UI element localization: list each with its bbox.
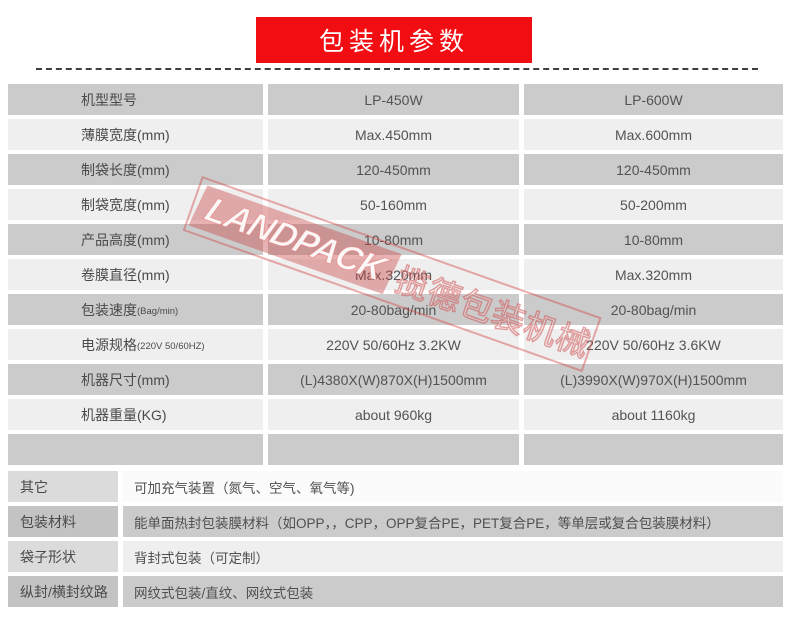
table-row: 电源规格 (220V 50/60HZ) 220V 50/60Hz 3.2KW 22… <box>8 329 783 360</box>
spec-label-cell: 机器尺寸(mm) <box>8 364 263 395</box>
spec-value-lp450w: 10-80mm <box>268 224 519 255</box>
spec-value-lp600w: 50-200mm <box>524 189 783 220</box>
table-row: 袋子形状 背封式包装（可定制） <box>8 541 783 572</box>
spec-label-note: (220V 50/60HZ) <box>137 340 205 352</box>
spec-value-lp600w: 120-450mm <box>524 154 783 185</box>
extra-label-cell: 包装材料 <box>8 506 118 537</box>
extra-label-cell: 袋子形状 <box>8 541 118 572</box>
table-row-empty <box>8 434 783 465</box>
spec-table: 机型型号 LP-450W LP-600W 薄膜宽度(mm) Max.450mm … <box>8 84 783 469</box>
spec-value-lp600w: 220V 50/60Hz 3.6KW <box>524 329 783 360</box>
table-row: 其它 可加充气装置（氮气、空气、氧气等) <box>8 471 783 502</box>
table-row: 包装速度 (Bag/min) 20-80bag/min 20-80bag/min <box>8 294 783 325</box>
spec-value-lp600w: about 1160kg <box>524 399 783 430</box>
spec-value-lp450w: LP-450W <box>268 84 519 115</box>
spec-value-lp450w: 20-80bag/min <box>268 294 519 325</box>
table-row: 卷膜直径(mm) Max.320mm Max.320mm <box>8 259 783 290</box>
spec-value-lp450w: Max.320mm <box>268 259 519 290</box>
spec-value-lp600w: 10-80mm <box>524 224 783 255</box>
extra-label-cell: 其它 <box>8 471 118 502</box>
extra-value-cell: 背封式包装（可定制） <box>123 541 783 572</box>
table-row: 薄膜宽度(mm) Max.450mm Max.600mm <box>8 119 783 150</box>
spec-value-lp450w: 120-450mm <box>268 154 519 185</box>
table-row: 机型型号 LP-450W LP-600W <box>8 84 783 115</box>
spec-label: 机器尺寸(mm) <box>81 371 170 388</box>
spec-label-cell: 薄膜宽度(mm) <box>8 119 263 150</box>
spec-value-lp600w: 20-80bag/min <box>524 294 783 325</box>
table-row: 产品高度(mm) 10-80mm 10-80mm <box>8 224 783 255</box>
table-row: 机器尺寸(mm) (L)4380X(W)870X(H)1500mm (L)399… <box>8 364 783 395</box>
spec-value-lp450w: about 960kg <box>268 399 519 430</box>
extra-value-cell: 网纹式包装/直纹、网纹式包装 <box>123 576 783 607</box>
page-title: 包装机参数 <box>318 28 469 56</box>
spec-label-note: (Bag/min) <box>137 305 179 317</box>
spec-label-cell: 制袋宽度(mm) <box>8 189 263 220</box>
page-title-banner: 包装机参数 <box>256 17 532 63</box>
spec-value-lp600w: (L)3990X(W)970X(H)1500mm <box>524 364 783 395</box>
table-row: 机器重量(KG) about 960kg about 1160kg <box>8 399 783 430</box>
spec-label: 制袋长度(mm) <box>81 161 170 178</box>
table-row: 制袋宽度(mm) 50-160mm 50-200mm <box>8 189 783 220</box>
extra-value-cell: 能单面热封包装膜材料（如OPP，，CPP，OPP复合PE，PET复合PE，等单层… <box>123 506 783 537</box>
extra-label-cell: 纵封/横封纹路 <box>8 576 118 607</box>
spec-label: 电源规格 <box>81 336 137 353</box>
extra-value-cell: 可加充气装置（氮气、空气、氧气等) <box>123 471 783 502</box>
spec-label: 卷膜直径(mm) <box>81 266 170 283</box>
spec-label-cell: 包装速度 (Bag/min) <box>8 294 263 325</box>
spec-label-cell: 产品高度(mm) <box>8 224 263 255</box>
spec-label-cell: 电源规格 (220V 50/60HZ) <box>8 329 263 360</box>
spec-label-cell: 制袋长度(mm) <box>8 154 263 185</box>
table-row: 制袋长度(mm) 120-450mm 120-450mm <box>8 154 783 185</box>
spec-value-lp450w: 50-160mm <box>268 189 519 220</box>
spec-label-cell <box>8 434 263 465</box>
spec-value-lp450w: 220V 50/60Hz 3.2KW <box>268 329 519 360</box>
spec-value-lp600w: Max.320mm <box>524 259 783 290</box>
spec-label: 机型型号 <box>81 91 137 108</box>
spec-value-lp600w: Max.600mm <box>524 119 783 150</box>
spec-value-lp450w: (L)4380X(W)870X(H)1500mm <box>268 364 519 395</box>
spec-label-cell: 机型型号 <box>8 84 263 115</box>
spec-label: 机器重量(KG) <box>81 406 167 423</box>
spec-value-lp450w: Max.450mm <box>268 119 519 150</box>
spec-label: 制袋宽度(mm) <box>81 196 170 213</box>
spec-value-lp600w <box>524 434 783 465</box>
dashed-divider <box>36 68 758 70</box>
spec-label-cell: 机器重量(KG) <box>8 399 263 430</box>
spec-label: 包装速度 <box>81 301 137 318</box>
spec-label: 薄膜宽度(mm) <box>81 126 170 143</box>
spec-label-cell: 卷膜直径(mm) <box>8 259 263 290</box>
table-row: 纵封/横封纹路 网纹式包装/直纹、网纹式包装 <box>8 576 783 607</box>
spec-label: 产品高度(mm) <box>81 231 170 248</box>
extra-info-table: 其它 可加充气装置（氮气、空气、氧气等) 包装材料 能单面热封包装膜材料（如OP… <box>8 471 783 611</box>
spec-value-lp600w: LP-600W <box>524 84 783 115</box>
table-row: 包装材料 能单面热封包装膜材料（如OPP，，CPP，OPP复合PE，PET复合P… <box>8 506 783 537</box>
spec-value-lp450w <box>268 434 519 465</box>
